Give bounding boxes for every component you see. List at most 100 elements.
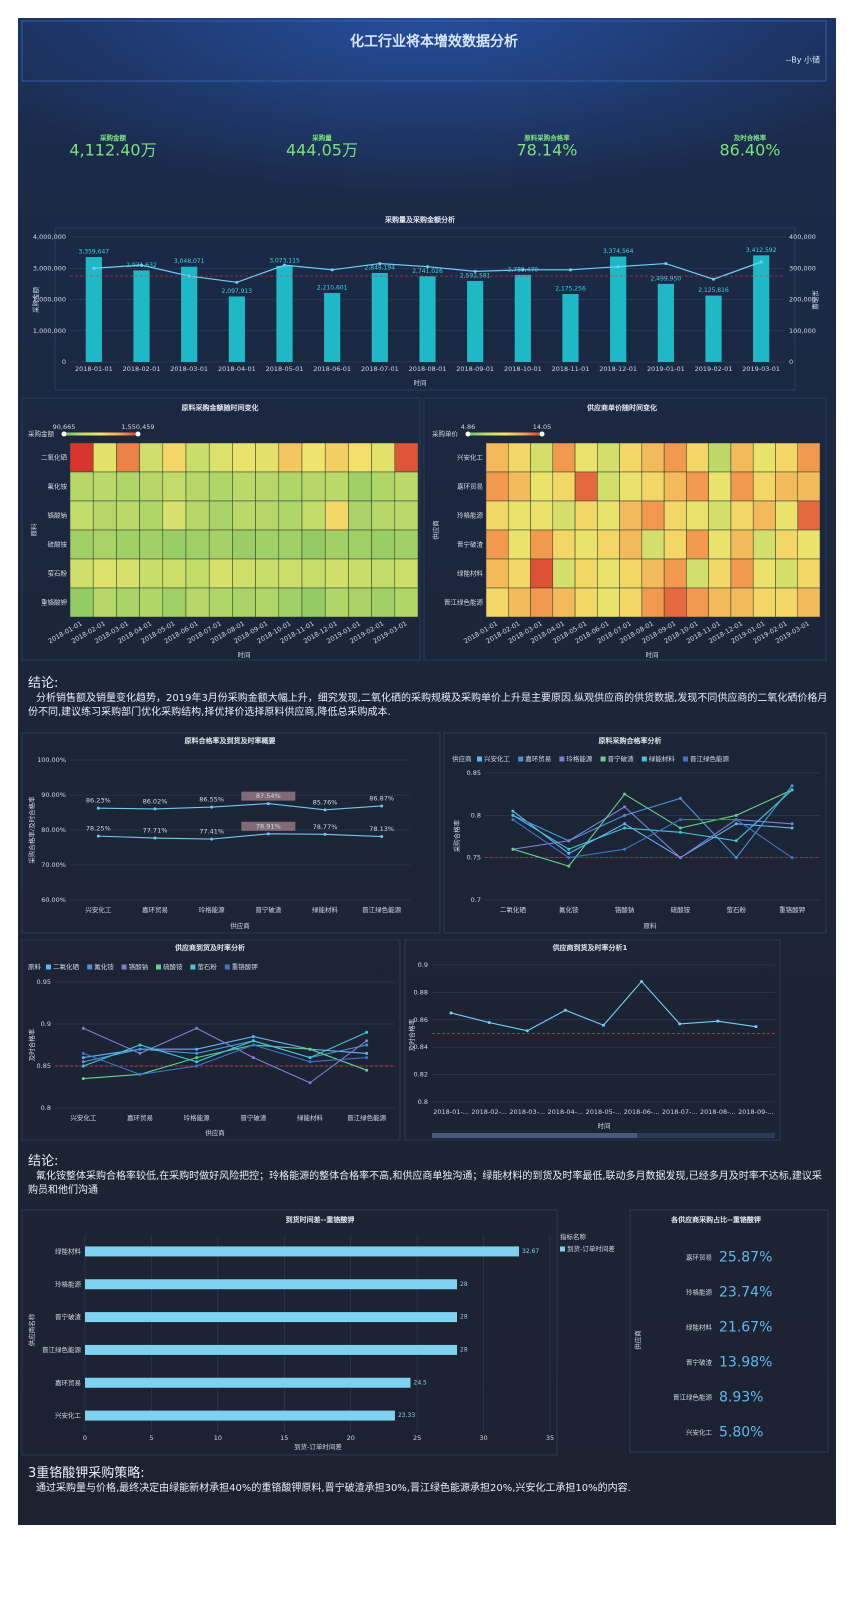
bar (419, 276, 436, 362)
x-tick-label: 2018-09-01 (456, 365, 494, 373)
y-axis-label: 及时合格率 (407, 1018, 416, 1051)
y-tick-label: 硫酸铵 (48, 540, 68, 549)
line (83, 1044, 367, 1075)
bar-value-label: 2,125,816 (698, 287, 729, 294)
point (678, 796, 682, 800)
heat-cell (139, 471, 164, 502)
heat-cell (348, 471, 372, 502)
point (664, 262, 668, 266)
x-tick-label: 晋宁破渣 (240, 1113, 267, 1122)
x-tick-label: 2018-05-01 (266, 365, 304, 373)
legend-label: 铬酸钠 (129, 962, 149, 971)
heat-cell (797, 529, 821, 560)
y-axis-label: 采购合格率 (452, 819, 461, 852)
heat-cell (69, 558, 94, 589)
heat-cell (663, 587, 687, 618)
y-tick-label: 绿能材料 (457, 569, 484, 578)
heat-cell (530, 529, 554, 560)
heat-cell (301, 587, 326, 618)
legend-swatch (560, 1246, 565, 1252)
heat-cell (348, 442, 372, 473)
heat-cell (752, 500, 776, 531)
point (567, 839, 571, 843)
x-tick-label: 萤石粉 (727, 905, 747, 914)
point (623, 826, 627, 830)
heat-cell (255, 529, 280, 560)
x-tick-label: 玲格能源 (184, 1113, 211, 1122)
heat-cell (797, 587, 821, 618)
heat-cell (775, 471, 798, 502)
kpi-label: 采购量 (312, 133, 332, 142)
heat-cell (208, 587, 233, 618)
point (81, 1026, 85, 1030)
point (195, 1047, 199, 1051)
heat-cell (139, 500, 164, 531)
visual-map-label: 14.05 (533, 423, 552, 431)
heat-cell (686, 500, 709, 531)
kpi-label: 采购金额 (100, 133, 127, 142)
heat-cell (116, 587, 140, 618)
heat-cell (775, 500, 798, 531)
point (153, 807, 157, 811)
y-tick-label: 2,000,000 (33, 296, 66, 304)
point (734, 818, 738, 822)
y-tick-label: 100.00% (37, 756, 66, 764)
conclusion-2: 结论: 氟化铵整体采购合格率较低,在采购时做好风险把控；玲格能源的整体合格率不高,… (28, 1154, 828, 1198)
x-tick-label: 2018-04-01 (218, 365, 256, 373)
heat-cell (92, 471, 117, 502)
heat-cell (371, 529, 396, 560)
heat-cell (597, 587, 620, 618)
point (380, 835, 384, 839)
heat-cell (324, 558, 349, 589)
heat-cell (92, 529, 117, 560)
point (210, 805, 214, 809)
bar (324, 292, 341, 362)
heat-cell (116, 500, 140, 531)
y-tick-label: 60.00% (41, 896, 66, 904)
line (98, 833, 382, 840)
x-tick-label: 2018-06-... (624, 1108, 660, 1116)
line (512, 810, 793, 859)
heat-cell (394, 587, 419, 618)
heat-cell (232, 529, 256, 560)
point (330, 268, 334, 272)
heat-cell (597, 529, 620, 560)
x-axis-label: 时间 (646, 650, 659, 659)
heat-cell (324, 442, 349, 473)
x-tick-label: 重铬酸钾 (779, 905, 805, 914)
bar-value-label: 3,073,115 (269, 257, 300, 264)
bar-value-label: 2,849,194 (365, 264, 396, 271)
bar-value-label: 2,175,256 (555, 286, 586, 293)
heat-cell (708, 500, 732, 531)
heat-cell (394, 471, 419, 502)
x-tick-label: 兴安化工 (85, 905, 112, 914)
heat-cell (348, 587, 372, 618)
y-tick-label: 重铬酸钾 (41, 598, 67, 607)
point (365, 1030, 369, 1034)
point (511, 847, 515, 851)
point (195, 1056, 199, 1060)
chart-title: 到货时间差--重铬酸钾 (286, 1215, 355, 1224)
point (712, 277, 715, 281)
label-highlight (241, 821, 296, 831)
heat-cell (775, 529, 798, 560)
share-value: 13.98% (719, 1355, 772, 1371)
legend-label: 晋江绿色能源 (690, 754, 730, 763)
share-value: 23.74% (719, 1285, 772, 1301)
line (98, 803, 382, 811)
y-tick-label: 绿能材料 (55, 1246, 82, 1255)
heat-cell (255, 500, 280, 531)
y-tick-label: 0.75 (467, 854, 481, 862)
chart-title: 原料采购金额随时间变化 (182, 403, 259, 412)
point (716, 1019, 720, 1023)
visual-map-handle (61, 431, 67, 437)
heat-cell (641, 587, 665, 618)
heat-cell (324, 500, 349, 531)
heat-cell (162, 558, 187, 589)
point (365, 1068, 369, 1072)
heat-cell (371, 500, 396, 531)
heat-cell (255, 471, 280, 502)
heat-cell (324, 587, 349, 618)
heat-cell (574, 471, 598, 502)
